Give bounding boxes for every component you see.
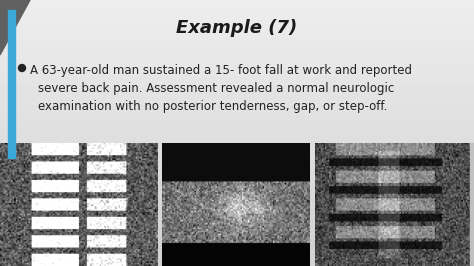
- Text: examination with no posterior tenderness, gap, or step-off.: examination with no posterior tenderness…: [38, 100, 387, 113]
- Bar: [470, 143, 474, 266]
- Text: Example (7): Example (7): [176, 19, 298, 37]
- Bar: [8, 10, 15, 158]
- Text: severe back pain. Assessment revealed a normal neurologic: severe back pain. Assessment revealed a …: [38, 82, 394, 95]
- Text: A 63-year-old man sustained a 15- foot fall at work and reported: A 63-year-old man sustained a 15- foot f…: [30, 64, 412, 77]
- Circle shape: [18, 64, 26, 72]
- Polygon shape: [0, 0, 30, 55]
